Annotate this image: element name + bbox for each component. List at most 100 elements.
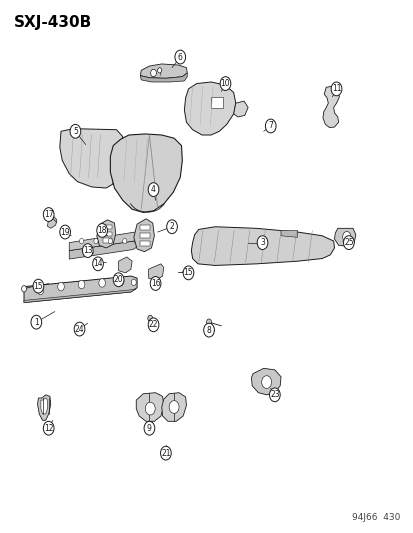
Polygon shape (280, 230, 297, 237)
Circle shape (144, 421, 154, 435)
Circle shape (220, 77, 230, 91)
Circle shape (79, 238, 83, 244)
Text: 5: 5 (73, 127, 78, 136)
Polygon shape (69, 232, 138, 251)
Polygon shape (184, 82, 235, 135)
Text: SXJ-430B: SXJ-430B (14, 14, 92, 30)
Circle shape (99, 279, 105, 287)
Polygon shape (136, 393, 164, 421)
Circle shape (147, 316, 152, 321)
Text: 12: 12 (44, 424, 53, 433)
Text: 1: 1 (34, 318, 39, 327)
Text: 17: 17 (44, 210, 53, 219)
Circle shape (31, 316, 42, 329)
Circle shape (261, 376, 271, 389)
Circle shape (57, 282, 64, 291)
Polygon shape (191, 227, 334, 265)
Text: 20: 20 (114, 275, 123, 284)
Polygon shape (140, 64, 187, 78)
Polygon shape (38, 395, 51, 420)
Polygon shape (140, 73, 187, 82)
Circle shape (269, 388, 280, 402)
Text: 18: 18 (97, 226, 107, 235)
Circle shape (74, 322, 85, 336)
Text: 16: 16 (150, 279, 160, 288)
Circle shape (33, 279, 44, 293)
Polygon shape (97, 220, 115, 248)
Circle shape (108, 238, 112, 244)
Circle shape (150, 69, 156, 77)
Polygon shape (69, 241, 136, 259)
Polygon shape (118, 257, 132, 273)
Circle shape (97, 223, 107, 237)
Circle shape (188, 269, 192, 275)
Circle shape (59, 225, 70, 239)
Circle shape (37, 286, 44, 295)
Circle shape (330, 82, 341, 96)
Circle shape (21, 286, 26, 292)
Polygon shape (139, 232, 150, 238)
Circle shape (160, 446, 171, 460)
Polygon shape (322, 86, 339, 127)
Circle shape (145, 402, 155, 415)
Circle shape (70, 124, 81, 138)
Text: 9: 9 (147, 424, 152, 433)
Text: 13: 13 (83, 246, 93, 255)
Text: 25: 25 (343, 238, 353, 247)
Polygon shape (334, 228, 355, 246)
Text: 19: 19 (60, 228, 70, 237)
Text: 2: 2 (169, 222, 174, 231)
Text: 24: 24 (74, 325, 84, 334)
Circle shape (122, 238, 126, 244)
Polygon shape (233, 101, 247, 117)
Text: 14: 14 (93, 260, 102, 268)
Circle shape (148, 183, 159, 197)
Polygon shape (211, 97, 222, 109)
Circle shape (256, 236, 267, 249)
Circle shape (183, 266, 193, 280)
Polygon shape (139, 224, 150, 230)
Polygon shape (148, 264, 164, 280)
Polygon shape (24, 289, 136, 303)
Circle shape (131, 279, 136, 286)
Circle shape (169, 401, 178, 414)
Circle shape (157, 68, 161, 73)
Circle shape (93, 257, 103, 271)
Circle shape (113, 273, 123, 287)
Text: 11: 11 (331, 84, 340, 93)
Circle shape (43, 421, 54, 435)
Circle shape (117, 277, 123, 286)
Circle shape (148, 318, 159, 332)
Circle shape (82, 244, 93, 257)
Circle shape (150, 277, 161, 290)
Circle shape (265, 119, 275, 133)
Polygon shape (161, 393, 186, 421)
Polygon shape (103, 224, 112, 229)
Text: 3: 3 (259, 238, 264, 247)
Circle shape (78, 280, 85, 289)
Polygon shape (47, 216, 57, 228)
Text: 15: 15 (33, 281, 43, 290)
Polygon shape (24, 276, 137, 303)
Polygon shape (59, 128, 122, 188)
Polygon shape (41, 398, 47, 414)
Circle shape (175, 50, 185, 64)
Circle shape (43, 208, 54, 221)
Circle shape (343, 236, 354, 249)
Polygon shape (103, 231, 112, 236)
Circle shape (206, 319, 211, 325)
Polygon shape (110, 134, 182, 213)
Polygon shape (133, 219, 154, 252)
Text: 7: 7 (268, 122, 273, 131)
Text: 8: 8 (206, 326, 211, 335)
Text: 22: 22 (148, 320, 158, 329)
Polygon shape (139, 240, 150, 246)
Text: 10: 10 (220, 79, 230, 88)
Text: 21: 21 (161, 449, 170, 458)
Circle shape (166, 220, 177, 233)
Polygon shape (251, 368, 280, 395)
Circle shape (203, 323, 214, 337)
Text: 94J66  430: 94J66 430 (351, 513, 399, 522)
Circle shape (342, 231, 350, 242)
Text: 4: 4 (151, 185, 156, 194)
